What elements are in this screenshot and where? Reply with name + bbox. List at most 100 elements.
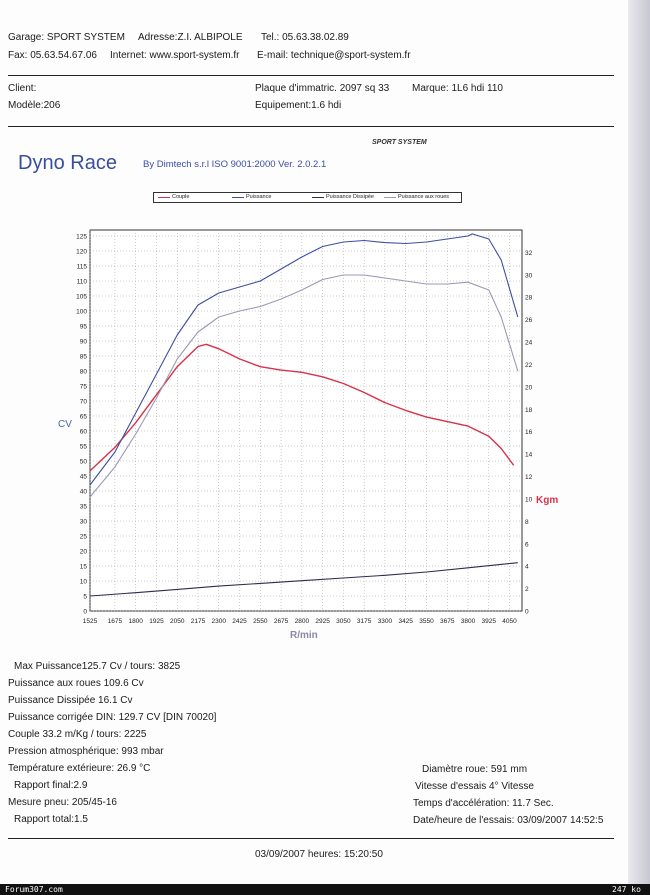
y-tick-label: 0 — [83, 609, 87, 616]
y2-tick-label: 18 — [525, 407, 533, 414]
y-tick-label: 115 — [77, 264, 88, 271]
x-tick-label: 1675 — [108, 618, 123, 625]
dissipated-power-line — [89, 562, 518, 597]
wheel-power-line — [89, 274, 519, 498]
garage-fax: Fax: 05.63.54.67.06 — [8, 50, 97, 61]
y-tick-label: 65 — [80, 414, 88, 421]
y2-tick-label: 32 — [525, 250, 533, 257]
file-size: 247 ko — [612, 885, 641, 894]
y2-tick-label: 2 — [525, 586, 529, 593]
x-tick-label: 2925 — [315, 618, 330, 625]
test-gear: Vitesse d'essais 4° Vitesse — [415, 781, 534, 792]
x-tick-label: 2175 — [191, 618, 206, 625]
y-tick-label: 60 — [80, 429, 88, 436]
y-tick-label: 55 — [80, 444, 88, 451]
x-tick-label: 2425 — [232, 618, 247, 625]
atmospheric-pressure: Pression atmosphérique: 993 mbar — [8, 746, 164, 757]
y2-tick-label: 26 — [525, 317, 533, 324]
y-tick-label: 5 — [83, 594, 87, 601]
y-tick-label: 90 — [80, 339, 88, 346]
y-tick-label: 125 — [76, 234, 87, 241]
legend-dissipee: Puissance Dissipée — [326, 194, 374, 200]
x-tick-label: 3300 — [378, 618, 393, 625]
x-tick-label: 3175 — [357, 618, 372, 625]
x-tick-label: 3800 — [461, 618, 476, 625]
y2-axis-title: Kgm — [536, 495, 559, 506]
x-tick-label: 3425 — [398, 618, 413, 625]
x-tick-label: 3550 — [419, 618, 434, 625]
y2-tick-label: 10 — [525, 496, 533, 503]
y2-tick-label: 28 — [525, 295, 533, 302]
x-tick-label: 1925 — [149, 618, 164, 625]
y2-tick-label: 22 — [525, 362, 533, 369]
sport-system-logo: SPORT SYSTEM — [372, 139, 427, 146]
scan-edge — [628, 0, 650, 895]
y-tick-label: 75 — [80, 384, 88, 391]
y-tick-label: 10 — [80, 579, 88, 586]
y-tick-label: 40 — [80, 489, 88, 496]
x-tick-label: 3925 — [482, 618, 497, 625]
y2-tick-label: 24 — [525, 340, 533, 347]
y-tick-label: 45 — [80, 474, 88, 481]
forum-watermark: Forum307.com — [5, 885, 63, 894]
x-axis-title: R/min — [290, 630, 318, 641]
chart-legend: Couple Puissance Puissance Dissipée Puis… — [153, 192, 462, 203]
max-torque: Couple 33.2 m/Kg / tours: 2225 — [8, 729, 147, 740]
y-tick-label: 25 — [80, 534, 88, 541]
max-power: Max Puissance125.7 Cv / tours: 3825 — [14, 661, 181, 672]
y-tick-label: 20 — [80, 549, 88, 556]
y-tick-label: 30 — [80, 519, 88, 526]
y2-tick-label: 16 — [525, 429, 533, 436]
garage-address: Adresse:Z.I. ALBIPOLE — [138, 32, 243, 43]
legend-swatch-roues — [384, 197, 396, 198]
legend-swatch-dissipee — [312, 197, 324, 198]
y-tick-label: 35 — [80, 504, 88, 511]
y-tick-label: 105 — [76, 294, 87, 301]
x-tick-label: 3050 — [336, 618, 351, 625]
y-tick-label: 95 — [80, 324, 88, 331]
header-divider — [8, 75, 614, 76]
x-tick-label: 1800 — [128, 618, 143, 625]
vehicle-model: Modèle:206 — [8, 100, 61, 111]
legend-roues: Puissance aux roues — [398, 194, 450, 200]
y-tick-label: 85 — [80, 354, 88, 361]
outside-temperature: Température extérieure: 26.9 °C — [8, 763, 151, 774]
torque-line — [89, 343, 515, 472]
y2-tick-label: 12 — [525, 474, 533, 481]
legend-swatch-puissance — [232, 197, 244, 198]
x-tick-label: 2675 — [274, 618, 289, 625]
tyre-size: Mesure pneu: 205/45-16 — [8, 797, 117, 808]
footer-bar: Forum307.com 247 ko — [0, 884, 650, 895]
din-power: Puissance corrigée DIN: 129.7 CV [DIN 70… — [8, 712, 217, 723]
x-tick-label: 2800 — [295, 618, 310, 625]
y2-tick-label: 4 — [525, 564, 529, 571]
results-divider — [8, 838, 614, 839]
wheel-diameter: Diamètre roue: 591 mm — [422, 764, 528, 775]
x-tick-label: 1525 — [83, 618, 98, 625]
garage-phone: Tel.: 05.63.38.02.89 — [261, 32, 349, 43]
x-tick-label: 2050 — [170, 618, 185, 625]
y-tick-label: 15 — [80, 564, 88, 571]
y-tick-label: 110 — [77, 279, 88, 286]
x-tick-label: 2550 — [253, 618, 268, 625]
y2-tick-label: 20 — [525, 384, 533, 391]
y2-tick-label: 6 — [525, 541, 529, 548]
legend-couple: Couple — [172, 194, 190, 200]
y2-tick-label: 0 — [525, 609, 529, 616]
report-subtitle: By Dimtech s.r.l ISO 9001:2000 Ver. 2.0.… — [143, 159, 327, 170]
y-axis-title: CV — [58, 419, 72, 430]
power-line — [89, 233, 519, 486]
plot-area — [89, 229, 523, 612]
y2-tick-label: 14 — [525, 452, 533, 459]
print-datetime: 03/09/2007 heures: 15:20:50 — [255, 849, 383, 860]
client-divider — [8, 126, 614, 127]
total-ratio: Rapport total:1.5 — [14, 814, 88, 825]
y2-tick-label: 8 — [525, 519, 529, 526]
y2-tick-label: 30 — [525, 272, 533, 279]
test-datetime: Date/heure de l'essais: 03/09/2007 14:52… — [413, 815, 604, 826]
vehicle-equipment: Equipement:1.6 hdi — [255, 100, 342, 111]
y-tick-label: 80 — [80, 369, 88, 376]
final-ratio: Rapport final:2.9 — [14, 780, 88, 791]
x-tick-label: 4050 — [502, 618, 517, 625]
y-tick-label: 70 — [80, 399, 88, 406]
